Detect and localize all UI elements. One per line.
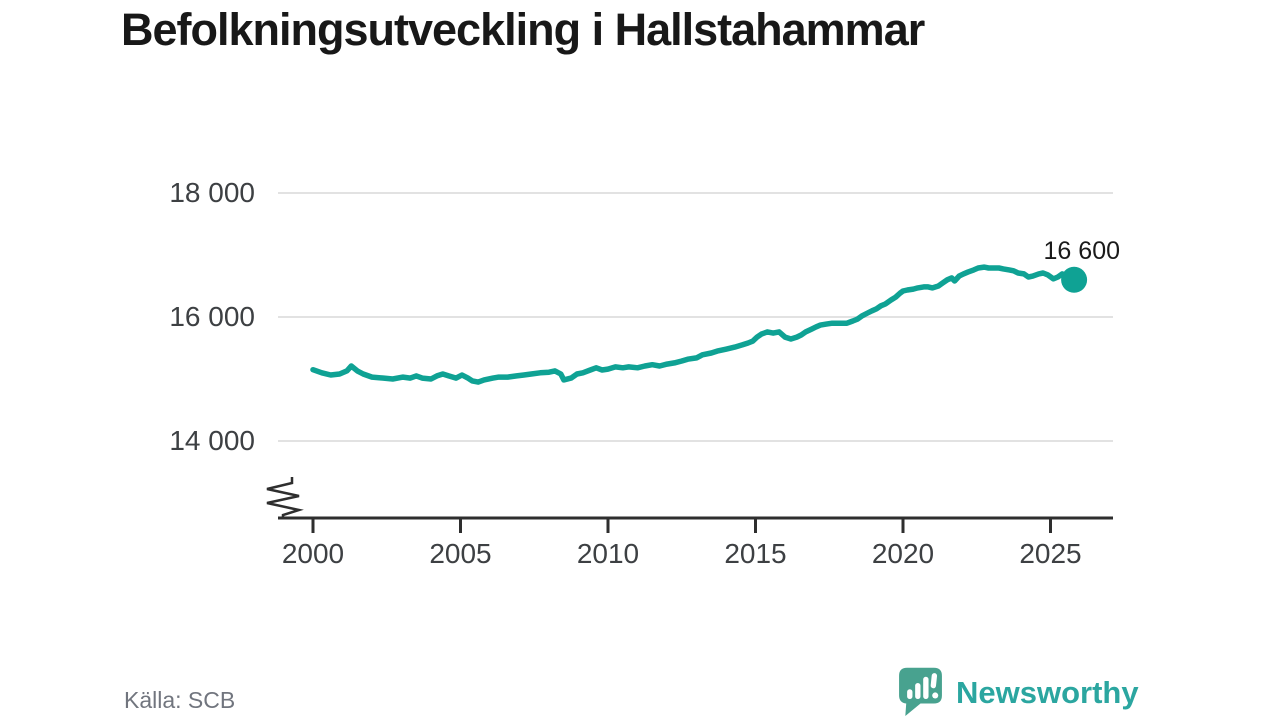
speech-bubble-bar-chart-icon bbox=[897, 666, 944, 720]
x-tick-label: 2015 bbox=[724, 538, 787, 569]
x-tick-label: 2000 bbox=[281, 538, 345, 569]
y-tick-label: 14 000 bbox=[169, 425, 255, 456]
x-axis-ticks bbox=[311, 518, 1052, 533]
latest-value-label: 16 600 bbox=[1043, 237, 1120, 265]
latest-value-dot bbox=[1061, 266, 1088, 293]
x-tick-label: 2005 bbox=[429, 538, 492, 569]
x-tick-label: 2010 bbox=[576, 538, 640, 569]
y-axis-break-icon bbox=[266, 477, 304, 519]
x-tick-label: 2020 bbox=[871, 538, 935, 569]
brand-wordmark: Newsworthy bbox=[956, 675, 1139, 710]
page-title: Befolkningsutveckling i Hallstahammar bbox=[121, 4, 925, 55]
newsworthy-logo: Newsworthy bbox=[897, 666, 1139, 720]
population-line-series bbox=[310, 264, 1077, 385]
y-tick-label: 16 000 bbox=[169, 301, 255, 332]
x-tick-label: 2025 bbox=[1019, 538, 1082, 569]
gridlines bbox=[278, 192, 1113, 442]
y-tick-label: 18 000 bbox=[169, 177, 255, 208]
source-label: Källa: SCB bbox=[124, 687, 236, 713]
